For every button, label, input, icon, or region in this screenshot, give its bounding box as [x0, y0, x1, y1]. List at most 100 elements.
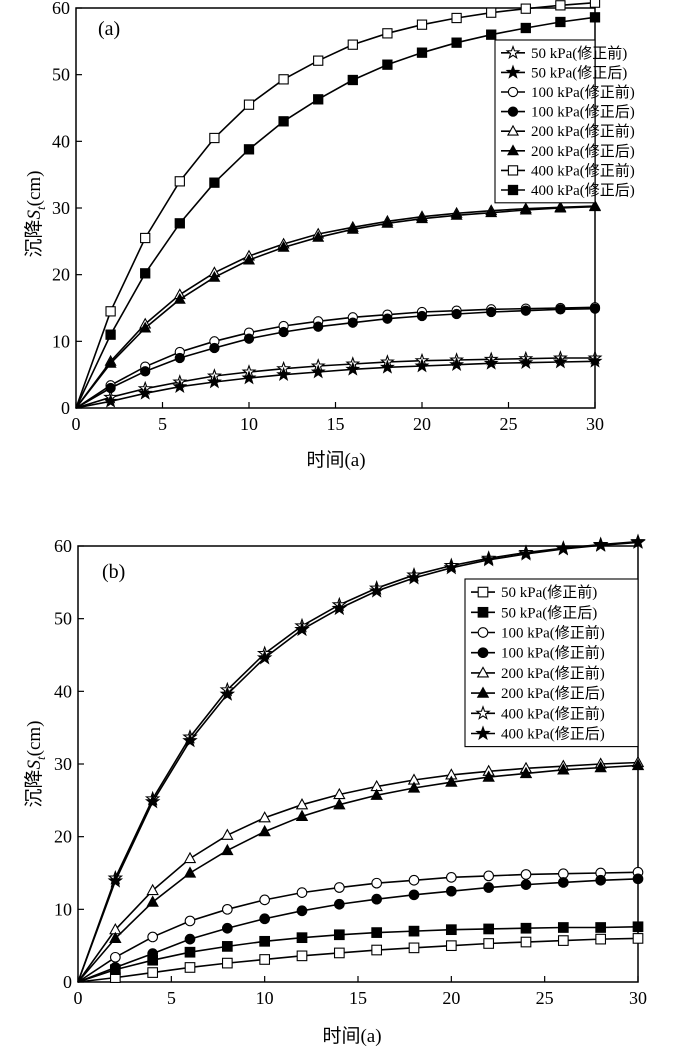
data-point-b-0: [595, 933, 607, 945]
data-point-b-0: [483, 938, 495, 949]
data-point-a-7: [382, 59, 393, 70]
tick-layer-a: 0 5 10 15 20 25 30 0 10 20 30 40 50 60: [52, 0, 604, 434]
data-point-a-5: [450, 208, 463, 220]
x-axis-title-a: 时间(a): [306, 449, 365, 471]
data-point-a-3: [105, 382, 116, 394]
data-point-a-1: [518, 354, 534, 370]
data-point-b-5: [295, 809, 309, 821]
y-tick-label: 0: [63, 972, 72, 992]
legend-label: 50 kPa(修正后): [501, 604, 597, 621]
legend-label: 50 kPa(修正前): [531, 45, 627, 62]
data-point-a-3: [209, 342, 220, 354]
data-point-b-0: [333, 947, 345, 959]
legend-label: 400 kPa(修正前): [531, 162, 635, 179]
data-point-b-3: [483, 882, 495, 893]
data-point-a-5: [346, 222, 359, 234]
data-point-b-7: [331, 600, 348, 616]
data-point-a-3: [313, 321, 324, 332]
data-point-a-6: [278, 74, 289, 85]
data-point-b-1: [445, 924, 457, 936]
data-point-a-6: [174, 176, 185, 187]
x-tick-label: 25: [500, 414, 518, 434]
data-point-b-5: [631, 758, 645, 771]
data-point-b-3: [595, 874, 607, 886]
legend-marker: [507, 124, 519, 136]
legend-marker: [477, 606, 489, 618]
x-tick-label: 15: [349, 988, 367, 1008]
data-point-a-7: [555, 16, 566, 28]
tick-layer-b: 0 5 10 15 20 25 30 0 10 20 30 40 50 60: [54, 536, 647, 1008]
data-point-a-5: [485, 206, 498, 218]
y-tick-label: 10: [52, 331, 70, 351]
data-point-b-1: [595, 922, 607, 933]
y-axis-title-var-b: S: [24, 759, 45, 769]
data-point-b-2: [408, 874, 420, 886]
data-point-a-5: [416, 212, 428, 224]
y-axis-title-var-a: S: [24, 209, 45, 219]
data-point-b-2: [221, 903, 233, 915]
y-tick-label: 30: [54, 754, 72, 774]
data-point-a-7: [140, 268, 151, 279]
y-axis-title-main-b: 沉降: [23, 769, 45, 807]
series-line-a-0: [75, 357, 595, 409]
data-point-b-1: [221, 941, 233, 952]
series-layer-a: [75, 0, 603, 409]
data-point-b-0: [520, 936, 532, 948]
series-line-b-3: [77, 878, 639, 983]
data-point-a-6: [313, 55, 324, 66]
data-point-b-7: [256, 649, 273, 665]
data-point-a-3: [140, 366, 151, 377]
data-point-a-6: [382, 28, 393, 39]
legend-label: 100 kPa(修正前): [501, 625, 605, 642]
data-point-b-2: [296, 887, 308, 898]
data-point-b-3: [520, 879, 532, 890]
legend-marker: [476, 666, 490, 678]
data-point-b-5: [445, 775, 458, 787]
data-point-b-1: [557, 922, 569, 933]
data-point-a-3: [555, 304, 566, 315]
data-point-b-4: [295, 798, 309, 810]
x-tick-label: 25: [536, 988, 554, 1008]
series-line-a-5: [75, 205, 596, 409]
data-point-a-1: [241, 370, 257, 385]
data-point-a-3: [243, 333, 255, 344]
data-point-b-5: [557, 763, 570, 775]
data-point-b-3: [147, 948, 159, 960]
data-point-b-7: [518, 545, 534, 561]
legend-label: 100 kPa(修正前): [501, 645, 605, 662]
data-point-a-7: [416, 47, 428, 58]
data-point-a-5: [277, 240, 290, 252]
data-point-b-5: [333, 798, 346, 810]
data-point-b-1: [520, 922, 532, 934]
data-point-a-6: [451, 12, 462, 24]
data-point-b-0: [221, 957, 233, 969]
data-point-a-5: [519, 203, 532, 215]
data-point-b-7: [480, 551, 497, 567]
data-point-b-4: [146, 883, 159, 896]
y-axis-title-a: 沉降St(cm): [23, 170, 48, 257]
y-tick-label: 20: [52, 265, 70, 285]
data-point-a-1: [137, 385, 153, 400]
y-axis-title-sub-b: t: [33, 756, 48, 760]
data-point-b-7: [443, 559, 460, 575]
data-point-a-3: [451, 308, 462, 320]
data-point-a-6: [105, 306, 116, 317]
series-line-b-0: [77, 937, 639, 983]
legend-b: 50 kPa(修正前) 50 kPa(修正后) 100 kPa(修正前) 100 kP…: [464, 578, 639, 748]
x-tick-label: 5: [158, 414, 167, 434]
data-point-b-1: [184, 946, 196, 958]
series-line-b-5: [77, 764, 639, 983]
data-point-b-3: [221, 922, 233, 934]
data-point-b-3: [296, 905, 308, 917]
y-axis-title-unit-a: (cm): [24, 170, 45, 206]
data-point-a-6: [486, 7, 497, 18]
legend-box: [464, 578, 639, 748]
y-tick-label: 40: [54, 681, 72, 701]
data-point-b-0: [371, 944, 383, 956]
x-tick-label: 15: [327, 414, 345, 434]
data-point-b-1: [333, 929, 345, 941]
legend-label: 200 kPa(修正前): [501, 665, 605, 682]
legend-label: 400 kPa(修正后): [531, 182, 635, 199]
series-line-a-6: [75, 1, 596, 409]
data-point-a-3: [416, 310, 428, 322]
